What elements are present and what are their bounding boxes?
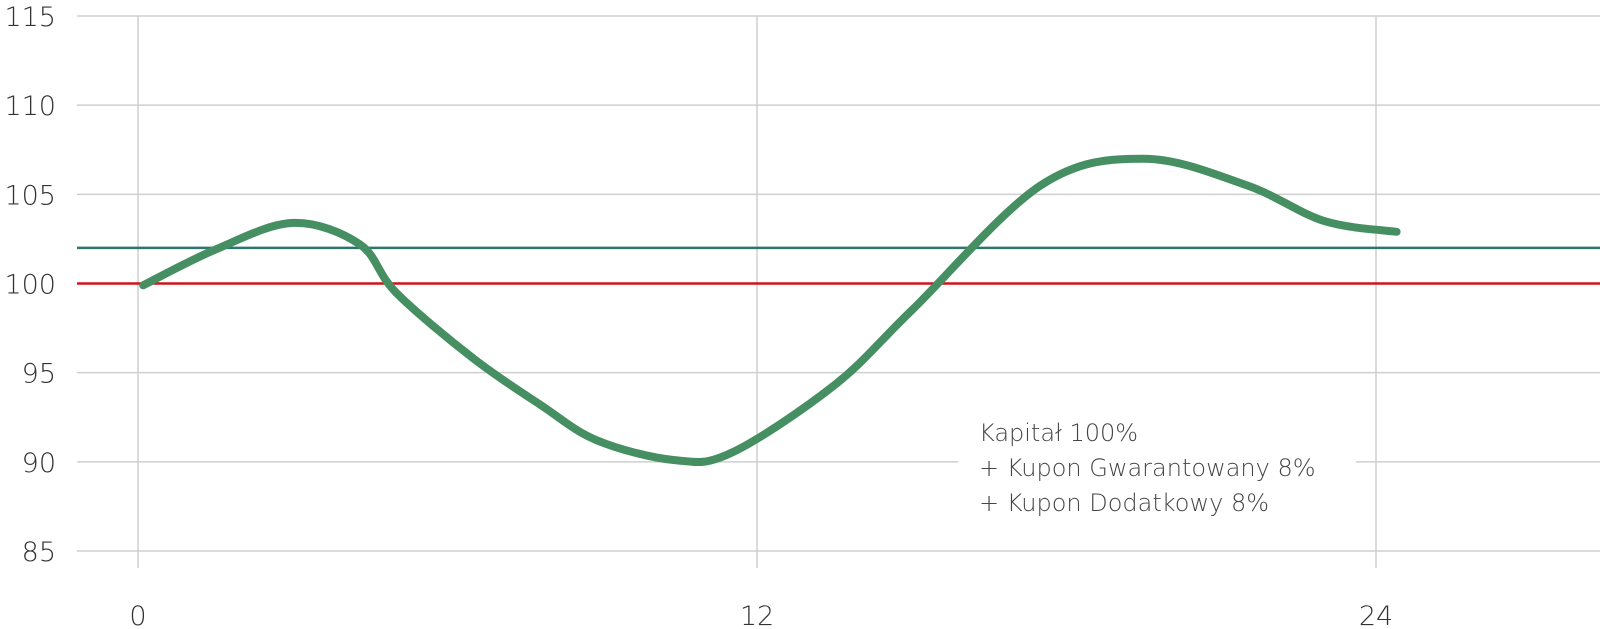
tick-labels: 85 90 95 100 105 110 115 0 12 24 (4, 2, 1393, 629)
y-tick-label: 95 (22, 359, 56, 390)
y-tick-label: 100 (4, 270, 56, 301)
x-tick-label: 24 (1359, 601, 1393, 629)
series-line (139, 154, 1401, 466)
y-tick-label: 105 (4, 180, 56, 211)
annotation: Kapitał 100% + Kupon Gwarantowany 8% + Kup… (979, 419, 1316, 517)
grid-layer (77, 15, 1600, 568)
y-tick-label: 85 (22, 537, 56, 568)
y-tick-label: 110 (4, 91, 56, 122)
x-tick-label: 12 (740, 601, 774, 629)
y-tick-label: 115 (4, 2, 56, 33)
series-layer (139, 154, 1401, 466)
y-tick-label: 90 (22, 448, 56, 479)
annotation-line: + Kupon Gwarantowany 8% (979, 454, 1316, 482)
annotation-line: Kapitał 100% (979, 419, 1138, 447)
reference-lines (77, 246, 1600, 285)
x-tick-label: 0 (129, 601, 146, 629)
annotation-line: + Kupon Dodatkowy 8% (979, 489, 1269, 517)
annotation-background (958, 412, 1356, 524)
